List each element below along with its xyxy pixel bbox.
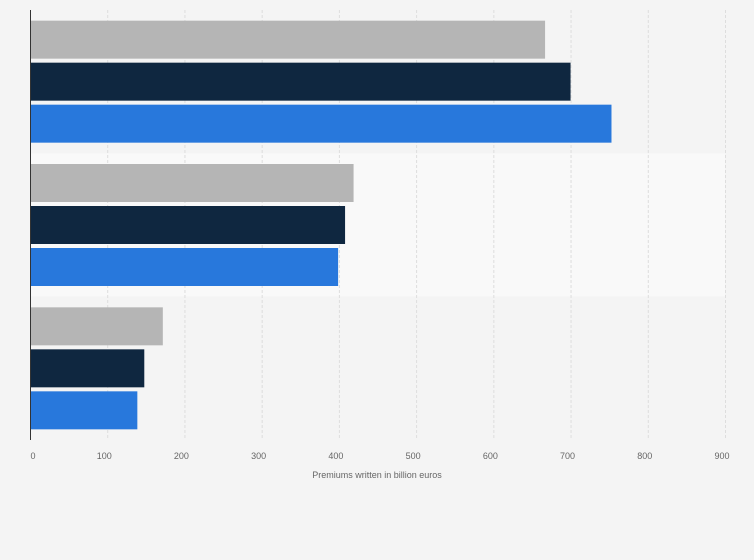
x-axis-title: Premiums written in billion euros — [312, 470, 442, 480]
x-tick-label: 900 — [714, 451, 729, 461]
x-tick-label: 300 — [251, 451, 266, 461]
bar — [31, 391, 138, 430]
x-tick-label: 100 — [97, 451, 112, 461]
x-tick-label: 400 — [328, 451, 343, 461]
bar — [31, 164, 354, 202]
bar — [31, 307, 163, 346]
bar — [31, 104, 612, 143]
bars — [31, 20, 612, 430]
bar — [31, 349, 145, 388]
bar — [31, 206, 346, 244]
x-tick-label: 0 — [30, 451, 35, 461]
x-tick-labels: 0 100 200 300 400 500 600 700 800 900 — [30, 451, 729, 461]
x-tick-label: 800 — [637, 451, 652, 461]
x-tick-label: 600 — [483, 451, 498, 461]
x-tick-label: 700 — [560, 451, 575, 461]
x-tick-label: 200 — [174, 451, 189, 461]
bar — [31, 62, 571, 101]
x-tick-label: 500 — [406, 451, 421, 461]
bar — [31, 248, 339, 286]
bar — [31, 20, 546, 59]
